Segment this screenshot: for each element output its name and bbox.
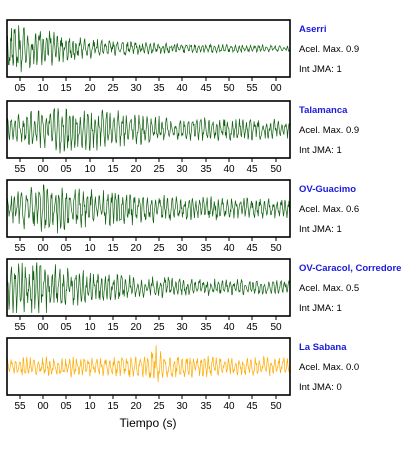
x-tick-label-2-11: 50 bbox=[270, 243, 282, 254]
x-tick-label-1-10: 45 bbox=[246, 164, 258, 175]
x-tick-label-3-10: 45 bbox=[246, 322, 258, 333]
x-tick-label-2-0: 55 bbox=[14, 243, 26, 254]
x-tick-label-4-3: 10 bbox=[84, 401, 96, 412]
x-tick-label-4-1: 00 bbox=[37, 401, 49, 412]
x-tick-label-2-9: 40 bbox=[223, 243, 235, 254]
x-tick-label-2-10: 45 bbox=[246, 243, 258, 254]
x-tick-label-2-5: 20 bbox=[130, 243, 142, 254]
x-tick-label-0-10: 55 bbox=[246, 83, 258, 94]
x-tick-label-4-5: 20 bbox=[130, 401, 142, 412]
int-jma-4: Int JMA: 0 bbox=[299, 382, 342, 393]
station-name-2: OV-Guacimo bbox=[299, 184, 356, 195]
x-tick-label-0-2: 15 bbox=[60, 83, 72, 94]
acel-max-3: Acel. Max. 0.5 bbox=[299, 283, 359, 294]
x-tick-label-0-0: 05 bbox=[14, 83, 26, 94]
x-tick-label-1-2: 05 bbox=[60, 164, 72, 175]
trace-1 bbox=[6, 108, 291, 154]
x-tick-label-2-2: 05 bbox=[60, 243, 72, 254]
x-tick-label-2-6: 25 bbox=[153, 243, 165, 254]
trace-0 bbox=[6, 25, 291, 73]
int-jma-2: Int JMA: 1 bbox=[299, 224, 342, 235]
x-tick-label-3-5: 20 bbox=[130, 322, 142, 333]
x-tick-label-2-4: 15 bbox=[107, 243, 119, 254]
x-tick-label-4-8: 35 bbox=[200, 401, 212, 412]
panels-group: 05 10 15 20 25 30 35 40 45 50 55 00 Aserri Acel. Max.… bbox=[6, 19, 401, 412]
x-tick-label-4-9: 40 bbox=[223, 401, 235, 412]
panel-frame-1 bbox=[6, 100, 291, 159]
x-tick-label-1-0: 55 bbox=[14, 164, 26, 175]
x-tick-label-0-6: 35 bbox=[153, 83, 165, 94]
x-tick-label-2-3: 10 bbox=[84, 243, 96, 254]
x-tick-label-4-0: 55 bbox=[14, 401, 26, 412]
panel-frame-4 bbox=[6, 337, 291, 396]
trace-2 bbox=[6, 184, 291, 234]
x-tick-label-0-9: 50 bbox=[223, 83, 235, 94]
x-tick-label-3-9: 40 bbox=[223, 322, 235, 333]
x-tick-label-1-6: 25 bbox=[153, 164, 165, 175]
panel-frame-2 bbox=[6, 179, 291, 238]
x-tick-label-3-11: 50 bbox=[270, 322, 282, 333]
station-name-1: Talamanca bbox=[299, 105, 348, 116]
x-tick-label-0-1: 10 bbox=[37, 83, 49, 94]
x-tick-label-3-6: 25 bbox=[153, 322, 165, 333]
x-tick-label-4-4: 15 bbox=[107, 401, 119, 412]
x-tick-label-1-7: 30 bbox=[176, 164, 188, 175]
trace-4 bbox=[6, 345, 291, 382]
trace-3 bbox=[6, 262, 291, 314]
acel-max-2: Acel. Max. 0.6 bbox=[299, 204, 359, 215]
x-tick-label-2-8: 35 bbox=[200, 243, 212, 254]
station-name-4: La Sabana bbox=[299, 342, 347, 353]
x-tick-label-3-0: 55 bbox=[14, 322, 26, 333]
x-tick-label-4-11: 50 bbox=[270, 401, 282, 412]
int-jma-0: Int JMA: 1 bbox=[299, 64, 342, 75]
x-tick-label-1-4: 15 bbox=[107, 164, 119, 175]
panel-frame-3 bbox=[6, 258, 291, 317]
x-tick-label-4-10: 45 bbox=[246, 401, 258, 412]
x-tick-label-1-5: 20 bbox=[130, 164, 142, 175]
int-jma-3: Int JMA: 1 bbox=[299, 303, 342, 314]
x-tick-label-0-3: 20 bbox=[84, 83, 96, 94]
x-tick-label-1-9: 40 bbox=[223, 164, 235, 175]
x-tick-label-0-4: 25 bbox=[107, 83, 119, 94]
x-tick-label-0-11: 00 bbox=[270, 83, 282, 94]
x-tick-label-1-11: 50 bbox=[270, 164, 282, 175]
x-tick-label-3-4: 15 bbox=[107, 322, 119, 333]
x-tick-label-2-1: 00 bbox=[37, 243, 49, 254]
x-tick-label-1-3: 10 bbox=[84, 164, 96, 175]
x-axis-label: Tiempo (s) bbox=[120, 416, 177, 430]
x-tick-label-0-7: 40 bbox=[176, 83, 188, 94]
x-tick-label-3-3: 10 bbox=[84, 322, 96, 333]
x-tick-label-1-1: 00 bbox=[37, 164, 49, 175]
acel-max-1: Acel. Max. 0.9 bbox=[299, 125, 359, 136]
station-name-3: OV-Caracol, Corredore bbox=[299, 263, 401, 274]
x-tick-label-3-1: 00 bbox=[37, 322, 49, 333]
x-tick-label-3-2: 05 bbox=[60, 322, 72, 333]
x-tick-label-3-8: 35 bbox=[200, 322, 212, 333]
x-tick-label-4-7: 30 bbox=[176, 401, 188, 412]
acel-max-0: Acel. Max. 0.9 bbox=[299, 44, 359, 55]
x-tick-label-0-8: 45 bbox=[200, 83, 212, 94]
panel-frame-0 bbox=[6, 19, 291, 78]
x-tick-label-4-2: 05 bbox=[60, 401, 72, 412]
acel-max-4: Acel. Max. 0.0 bbox=[299, 362, 359, 373]
x-tick-label-2-7: 30 bbox=[176, 243, 188, 254]
x-tick-label-4-6: 25 bbox=[153, 401, 165, 412]
station-name-0: Aserri bbox=[299, 24, 326, 35]
x-tick-label-0-5: 30 bbox=[130, 83, 142, 94]
int-jma-1: Int JMA: 1 bbox=[299, 145, 342, 156]
x-tick-label-1-8: 35 bbox=[200, 164, 212, 175]
x-tick-label-3-7: 30 bbox=[176, 322, 188, 333]
